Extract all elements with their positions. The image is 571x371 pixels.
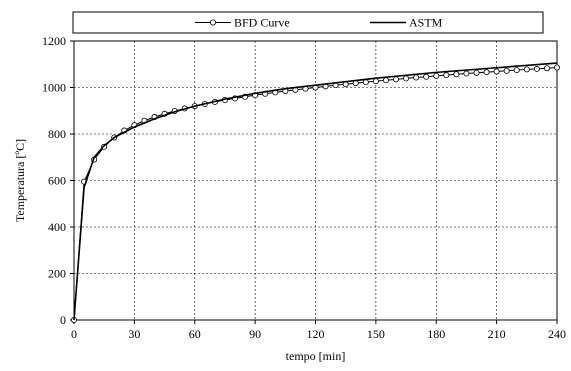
bfd-curve-point <box>382 77 389 84</box>
bfd-curve-point <box>483 69 490 76</box>
legend-items: BFD Curve ASTM <box>195 16 443 30</box>
bfd-curve-point <box>443 72 450 79</box>
legend-box <box>72 11 544 34</box>
bfd-curve-point <box>473 69 480 76</box>
bfd-curve-point <box>493 68 500 75</box>
bfd-curve-point <box>503 67 510 74</box>
y-tick-label: 0 <box>60 313 66 327</box>
bfd-curve-point <box>463 70 470 77</box>
axis-ticks: 0 30 60 90 120 150 180 210 240 0 200 400 600 800 1000 1… <box>42 34 566 341</box>
legend: BFD Curve ASTM <box>72 11 544 34</box>
bfd-curve-point <box>523 66 530 73</box>
y-tick-label: 800 <box>48 127 66 141</box>
bfd-curve-point <box>403 75 410 82</box>
y-tick-label: 400 <box>48 220 66 234</box>
bfd-curve-point <box>423 73 430 80</box>
legend-item-astm: ASTM <box>370 16 443 30</box>
x-tick-label: 0 <box>71 327 77 341</box>
x-tick-label: 120 <box>307 327 325 341</box>
x-tick-label: 90 <box>249 327 261 341</box>
bfd-curve-point <box>453 71 460 78</box>
y-tick-label: 1000 <box>42 81 66 95</box>
bfd-curve-point <box>392 76 399 83</box>
y-tick-label: 1200 <box>42 34 66 48</box>
x-tick-label: 150 <box>367 327 385 341</box>
series-astm <box>73 62 558 321</box>
legend-marker <box>209 19 216 26</box>
bfd-curve-point <box>543 65 550 72</box>
x-tick-label: 180 <box>427 327 445 341</box>
grid <box>74 41 557 320</box>
y-tick-label: 200 <box>48 267 66 281</box>
legend-item-bfd-curve: BFD Curve <box>195 16 290 30</box>
bfd-curve-point <box>413 74 420 81</box>
x-tick-label: 210 <box>488 327 506 341</box>
series-layer <box>71 62 561 323</box>
legend-label: ASTM <box>409 16 443 30</box>
x-tick-label: 240 <box>548 327 566 341</box>
bfd-curve-point <box>372 78 379 85</box>
x-tick-label: 30 <box>128 327 140 341</box>
bfd-curve-point <box>513 67 520 74</box>
bfd-curve-point <box>554 64 561 71</box>
y-axis-title: Temperatura [ºC] <box>13 139 27 222</box>
x-axis-title: tempo [min] <box>286 349 346 363</box>
astm-line <box>73 62 558 321</box>
y-tick-label: 600 <box>48 174 66 188</box>
bfd-curve-point <box>433 72 440 79</box>
legend-label: BFD Curve <box>234 16 290 30</box>
x-tick-label: 60 <box>189 327 201 341</box>
bfd-curve-point <box>533 65 540 72</box>
